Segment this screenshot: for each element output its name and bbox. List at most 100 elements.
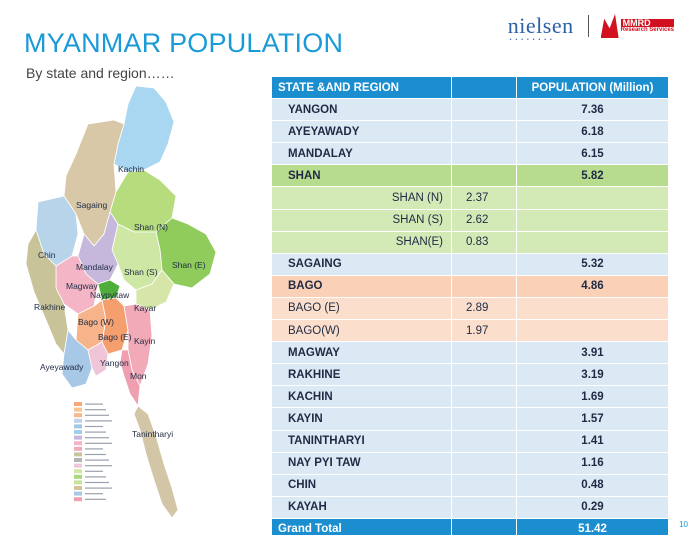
- region-tanintharyi: [133, 405, 179, 519]
- map-label-naypyitaw: Naypyitaw: [90, 290, 130, 300]
- population-value: 1.41: [516, 429, 669, 453]
- region-name: YANGON: [271, 98, 452, 122]
- map-legend: [74, 402, 112, 502]
- grand-total-label: Grand Total: [271, 517, 452, 535]
- legend-swatch: [74, 413, 82, 418]
- region-kayin: [123, 303, 153, 388]
- mmrd-logo: MMRD Research Services: [600, 14, 674, 38]
- legend-text-line: [85, 476, 106, 478]
- map-label-mon: Mon: [130, 371, 147, 381]
- region-yangon: [87, 341, 109, 377]
- legend-swatch: [74, 463, 82, 468]
- legend-swatch: [74, 474, 82, 479]
- sub-population: [451, 429, 517, 453]
- map-label-bago-w: Bago (W): [78, 317, 114, 327]
- table-row: MANDALAY 6.15: [271, 142, 669, 166]
- map-label-mandalay: Mandalay: [76, 262, 114, 272]
- sub-population: 1.97: [451, 319, 517, 343]
- legend-swatch: [74, 418, 82, 423]
- page-title: MYANMAR POPULATION: [24, 28, 344, 58]
- population-value: 1.16: [516, 451, 669, 475]
- population-value: 6.18: [516, 120, 669, 144]
- table-row: KAYIN 1.57: [271, 407, 669, 431]
- header-blank: [451, 75, 517, 100]
- region-name: NAY PYI TAW: [271, 451, 452, 475]
- brand-logos: nielsen •••••••• MMRD Research Services: [508, 8, 674, 44]
- sub-population: [451, 164, 517, 188]
- table-row: MAGWAY 3.91: [271, 341, 669, 365]
- table-row: YANGON 7.36: [271, 98, 669, 122]
- sub-population: [451, 142, 517, 166]
- region-name: BAGO: [271, 274, 452, 298]
- sub-population: [451, 451, 517, 475]
- legend-text-line: [85, 453, 106, 456]
- table-row: AYEYAWADY 6.18: [271, 120, 669, 144]
- population-value: 5.82: [516, 164, 669, 188]
- map-label-sagaing: Sagaing: [76, 200, 107, 210]
- sub-population: [451, 473, 517, 497]
- table-row: BAGO (E) 2.89: [271, 296, 669, 321]
- table-row: SHAN (S) 2.62: [271, 208, 669, 232]
- legend-text-line: [85, 442, 112, 444]
- legend-swatch: [74, 446, 82, 451]
- legend-text-line: [85, 448, 103, 450]
- header-region: STATE &AND REGION: [271, 75, 452, 100]
- population-value: [516, 186, 669, 210]
- population-value: 4.86: [516, 274, 669, 298]
- region-name: CHIN: [271, 473, 452, 497]
- table-row: KAYAH 0.29: [271, 495, 669, 519]
- population-value: 1.69: [516, 385, 669, 409]
- region-name: KAYAH: [271, 495, 452, 519]
- region-name: SHAN (N): [271, 186, 452, 210]
- region-name: RAKHINE: [271, 363, 452, 387]
- region-name: BAGO (E): [271, 296, 452, 321]
- map-label-bago-e: Bago (E): [98, 332, 132, 342]
- legend-text-line: [85, 481, 109, 484]
- region-name: MAGWAY: [271, 341, 452, 365]
- legend-text-line: [85, 425, 103, 428]
- legend-text-line: [85, 498, 106, 500]
- legend-swatch: [74, 402, 82, 406]
- legend-text-line: [85, 414, 109, 416]
- population-value: 0.29: [516, 495, 669, 519]
- legend-text-line: [85, 420, 112, 422]
- legend-text-line: [85, 493, 103, 495]
- sub-population: 0.83: [451, 230, 517, 254]
- map-label-kachin: Kachin: [118, 164, 144, 174]
- population-value: 7.36: [516, 98, 669, 122]
- region-name: SAGAING: [271, 252, 452, 276]
- region-ayeyawady: [61, 329, 93, 389]
- sub-population: 2.37: [451, 186, 517, 210]
- table-row: SAGAING 5.32: [271, 252, 669, 276]
- map-label-yangon: Yangon: [100, 358, 129, 368]
- region-kachin: [113, 85, 175, 173]
- table-row: NAY PYI TAW 1.16: [271, 451, 669, 475]
- legend-swatch: [74, 435, 82, 440]
- region-name: SHAN (S): [271, 208, 452, 232]
- legend-swatch: [74, 430, 82, 434]
- nielsen-logo-dots: ••••••••: [509, 37, 556, 43]
- region-name: BAGO(W): [271, 319, 452, 343]
- legend-swatch: [74, 441, 82, 446]
- grand-total-blank: [451, 517, 517, 535]
- population-value: 6.15: [516, 142, 669, 166]
- legend-swatch: [74, 480, 82, 485]
- mmrd-logo-icon: [600, 14, 619, 38]
- legend-text-line: [85, 403, 103, 405]
- sub-population: [451, 495, 517, 519]
- region-name: MANDALAY: [271, 142, 452, 166]
- legend-text-line: [85, 431, 106, 433]
- map-label-shan-e: Shan (E): [172, 260, 206, 270]
- map-label-shan-s: Shan (S): [124, 267, 158, 277]
- page-number: 10: [679, 520, 688, 529]
- map-label-rakhine: Rakhine: [34, 302, 65, 312]
- region-name: KACHIN: [271, 385, 452, 409]
- legend-text-line: [85, 409, 106, 411]
- table-row: RAKHINE 3.19: [271, 363, 669, 387]
- legend-swatch: [74, 458, 82, 462]
- map-label-ayeyawady: Ayeyawady: [40, 362, 84, 372]
- legend-swatch: [74, 486, 82, 490]
- legend-text-line: [85, 459, 109, 461]
- header-population: POPULATION (Million): [516, 75, 669, 100]
- table-row: SHAN(E) 0.83: [271, 230, 669, 254]
